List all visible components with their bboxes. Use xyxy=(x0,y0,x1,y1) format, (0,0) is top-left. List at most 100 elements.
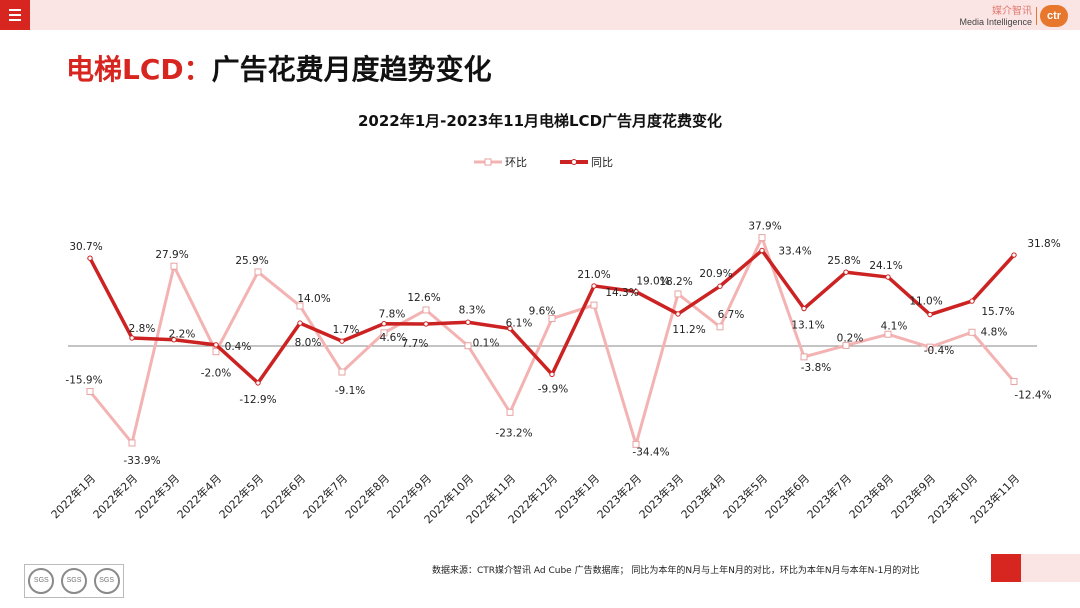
yoy-data-label: 1.7% xyxy=(333,324,360,336)
mom-data-label: 9.6% xyxy=(529,306,556,318)
yoy-data-label: 21.0% xyxy=(577,269,610,281)
yoy-point xyxy=(255,380,261,386)
page-title-accent: 电梯LCD： xyxy=(66,53,212,86)
x-tick-label: 2023年4月 xyxy=(678,471,728,521)
yoy-point xyxy=(591,283,597,289)
mom-point xyxy=(632,440,640,448)
yoy-point xyxy=(213,342,219,348)
mom-data-label: -3.8% xyxy=(801,362,831,374)
brand-logo-text: 媒介智讯 Media Intelligence xyxy=(959,6,1032,28)
mom-data-label: 0.2% xyxy=(837,332,864,344)
yoy-data-label: 2.2% xyxy=(169,329,196,341)
mom-point xyxy=(128,439,136,447)
x-tick-label: 2023年5月 xyxy=(720,471,770,521)
yoy-data-label: 24.1% xyxy=(869,260,902,272)
page-title: 电梯LCD：广告花费月度趋势变化 xyxy=(66,48,492,88)
yoy-data-label: 0.4% xyxy=(225,341,252,353)
mom-point xyxy=(800,353,808,361)
yoy-point xyxy=(423,321,429,327)
mom-data-label: 4.1% xyxy=(881,320,908,332)
x-tick-label: 2023年7月 xyxy=(804,471,854,521)
yoy-point xyxy=(381,320,387,327)
x-tick-label: 2022年1月 xyxy=(48,471,98,521)
page-title-rest: 广告花费月度趋势变化 xyxy=(211,53,492,86)
yoy-data-label: -9.9% xyxy=(538,383,568,395)
mom-data-label: -15.9% xyxy=(65,374,102,386)
source-note: 数据来源：CTR媒介智讯 Ad Cube 广告数据库； 同比为本年的N月与上年N… xyxy=(432,566,920,576)
yoy-data-label: 13.1% xyxy=(791,320,824,332)
x-tick-label: 2022年3月 xyxy=(132,471,182,521)
ctr-logo-icon: ctr xyxy=(1040,5,1068,27)
mom-point xyxy=(86,387,94,395)
yoy-point xyxy=(171,337,177,343)
yoy-point xyxy=(969,298,975,304)
mom-data-label: -33.9% xyxy=(123,455,160,467)
menu-icon-bar xyxy=(9,14,21,16)
mom-point xyxy=(758,234,766,242)
yoy-point xyxy=(801,305,807,312)
logo-en: Media Intelligence xyxy=(959,17,1032,27)
menu-button[interactable] xyxy=(0,0,30,30)
yoy-point xyxy=(87,255,93,261)
yoy-point xyxy=(507,325,513,332)
legend-marker xyxy=(571,159,577,165)
yoy-point xyxy=(927,311,933,318)
mom-point xyxy=(296,302,304,310)
x-tick-label: 2022年2月 xyxy=(90,471,140,521)
x-tick-label: 2023年3月 xyxy=(636,471,686,521)
yoy-data-label: -12.9% xyxy=(239,394,276,406)
mom-point xyxy=(170,262,178,270)
footer-accent-block xyxy=(991,554,1021,582)
yoy-data-label: 19.0% xyxy=(636,276,669,288)
yoy-point xyxy=(717,283,723,289)
yoy-data-label: 20.9% xyxy=(699,268,732,280)
mom-data-label: -9.1% xyxy=(335,385,365,397)
mom-data-label: 0.1% xyxy=(473,338,500,350)
x-tick-label: 2022年6月 xyxy=(258,471,308,521)
yoy-data-label: 7.8% xyxy=(379,309,406,321)
footer-pink-block xyxy=(1021,554,1080,582)
x-tick-label: 2022年4月 xyxy=(174,471,224,521)
mom-data-label: 18.2% xyxy=(659,276,692,288)
mom-data-label: -2.0% xyxy=(201,368,231,380)
mom-data-label: 12.6% xyxy=(407,292,440,304)
yoy-data-label: 15.7% xyxy=(981,306,1014,318)
yoy-point xyxy=(549,371,555,378)
yoy-data-label: 33.4% xyxy=(778,245,811,257)
mom-point xyxy=(338,368,346,376)
mom-data-label: 4.6% xyxy=(380,332,407,344)
yoy-point xyxy=(1011,252,1017,258)
yoy-point xyxy=(843,269,849,275)
menu-icon-bar xyxy=(9,9,21,11)
x-tick-label: 2023年1月 xyxy=(552,471,602,521)
top-bar: 媒介智讯 Media Intelligence ctr xyxy=(0,0,1080,30)
x-tick-label: 2023年2月 xyxy=(594,471,644,521)
x-tick-label: 2023年8月 xyxy=(846,471,896,521)
x-tick-label: 2022年7月 xyxy=(300,471,350,521)
mom-data-label: 14.3% xyxy=(605,287,638,299)
mom-data-label: 37.9% xyxy=(748,221,781,233)
mom-point xyxy=(422,306,430,314)
menu-icon-bar xyxy=(9,19,21,21)
yoy-data-label: 2.8% xyxy=(129,323,156,335)
mom-data-label: 25.9% xyxy=(235,255,268,267)
yoy-data-label: 8.3% xyxy=(459,304,486,316)
legend-marker xyxy=(484,158,492,166)
mom-data-label: -23.2% xyxy=(495,427,532,439)
mom-data-label: 4.8% xyxy=(981,326,1008,338)
mom-data-label: -12.4% xyxy=(1014,389,1051,401)
certification-badges: SGS SGS SGS xyxy=(24,564,124,598)
x-tick-label: 2022年5月 xyxy=(216,471,266,521)
yoy-point xyxy=(759,247,765,254)
mom-data-label: -34.4% xyxy=(632,446,669,458)
mom-point xyxy=(590,301,598,309)
sgs-mark-icon: SGS xyxy=(28,568,55,594)
mom-point xyxy=(926,343,934,351)
mom-point xyxy=(548,315,556,323)
mom-point xyxy=(506,408,514,416)
mom-point xyxy=(254,268,262,276)
yoy-data-label: 8.0% xyxy=(295,337,322,349)
yoy-data-label: 7.7% xyxy=(402,338,429,350)
legend-label: 同比 xyxy=(591,156,613,169)
